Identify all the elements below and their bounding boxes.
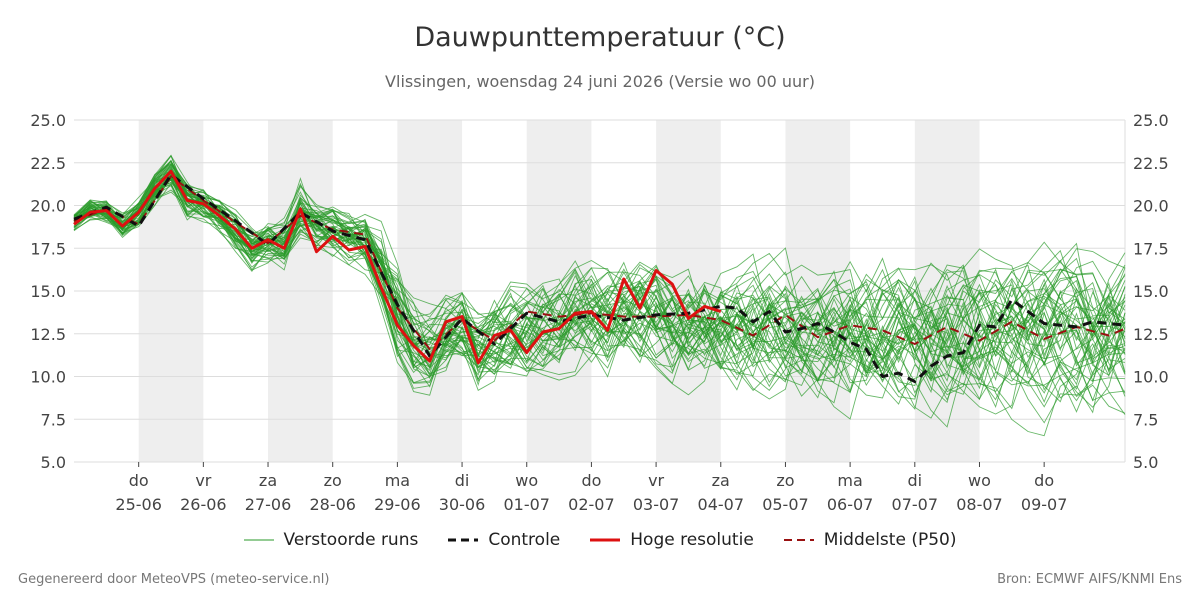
- legend-swatch-hires: [590, 538, 621, 542]
- ensemble-member-line: [73, 155, 1126, 399]
- ensemble-member-line: [73, 170, 1126, 382]
- x-axis: do 25-06 vr 26-06 za 27-06 zo 28-06 ma 29-06 di 30-…: [115, 462, 1067, 514]
- y-tick-label-left: 20.0: [30, 197, 66, 216]
- ensemble-member-line: [73, 160, 1126, 381]
- x-tick-date: 29-06: [374, 495, 421, 514]
- x-tick-date: 27-06: [245, 495, 292, 514]
- legend-label-ensemble: Verstoorde runs: [283, 530, 419, 550]
- y-tick-label-left: 12.5: [30, 325, 66, 344]
- x-tick-day: do: [129, 471, 149, 490]
- ensemble-member-line: [73, 154, 1126, 375]
- x-tick-date: 03-07: [633, 495, 680, 514]
- x-tick-day: za: [712, 471, 730, 490]
- y-tick-label-left: 5.0: [41, 453, 66, 472]
- x-tick-date: 26-06: [180, 495, 227, 514]
- series-line-control: [73, 173, 1126, 384]
- x-tick-date: 30-06: [439, 495, 486, 514]
- ensemble-member-line: [73, 178, 1126, 379]
- legend-item-median: Middelste (P50): [783, 530, 957, 550]
- footer-generator: Gegenereerd door MeteoVPS (meteo-service…: [18, 572, 330, 587]
- x-tick-date: 04-07: [698, 495, 745, 514]
- legend-swatch-control: [448, 538, 479, 542]
- y-tick-label-right: 15.0: [1133, 282, 1169, 301]
- y-tick-label-right: 7.5: [1133, 410, 1158, 429]
- y-tick-label-right: 12.5: [1133, 325, 1169, 344]
- y-tick-label-left: 15.0: [30, 282, 66, 301]
- legend-label-hires: Hoge resolutie: [630, 530, 754, 550]
- series-line-hires: [73, 169, 722, 365]
- x-tick-day: wo: [515, 471, 538, 490]
- x-tick-date: 28-06: [309, 495, 356, 514]
- y-tick-label-right: 5.0: [1133, 453, 1158, 472]
- legend-item-hires: Hoge resolutie: [590, 530, 754, 550]
- legend: Verstoorde runs Controle Hoge resolutie …: [0, 530, 1200, 550]
- y-axis-left: 5.0 7.5 10.0 12.5 15.0 17.5 20.0 22.5 25.0: [30, 111, 66, 472]
- x-tick-date: 09-07: [1021, 495, 1068, 514]
- footer-source: Bron: ECMWF AIFS/KNMI Ens: [997, 572, 1182, 587]
- x-tick-day: do: [581, 471, 601, 490]
- x-tick-date: 07-07: [892, 495, 939, 514]
- legend-item-control: Controle: [448, 530, 560, 550]
- x-tick-date: 02-07: [568, 495, 615, 514]
- legend-label-control: Controle: [488, 530, 561, 550]
- x-tick-day: zo: [776, 471, 794, 490]
- x-tick-day: ma: [385, 471, 410, 490]
- y-tick-label-right: 17.5: [1133, 239, 1169, 258]
- x-tick-day: do: [1034, 471, 1054, 490]
- x-tick-date: 06-07: [827, 495, 874, 514]
- x-tick-day: vr: [648, 471, 664, 490]
- x-tick-day: vr: [195, 471, 211, 490]
- x-tick-day: di: [907, 471, 922, 490]
- y-tick-label-right: 25.0: [1133, 111, 1169, 130]
- x-tick-date: 25-06: [115, 495, 162, 514]
- x-tick-day: zo: [324, 471, 342, 490]
- x-tick-day: za: [259, 471, 277, 490]
- ensemble-member-line: [73, 179, 1126, 403]
- legend-swatch-median: [783, 539, 814, 541]
- y-tick-label-left: 10.0: [30, 368, 66, 387]
- y-tick-label-right: 22.5: [1133, 154, 1169, 173]
- y-axis-right: 5.0 7.5 10.0 12.5 15.0 17.5 20.0 22.5 25.0: [1133, 111, 1169, 472]
- x-tick-date: 01-07: [503, 495, 550, 514]
- ensemble-member-line: [73, 159, 1126, 410]
- y-tick-label-left: 7.5: [41, 410, 66, 429]
- x-tick-day: ma: [837, 471, 862, 490]
- legend-item-ensemble: Verstoorde runs: [243, 530, 419, 550]
- forecast-lines: [73, 169, 1126, 384]
- legend-label-median: Middelste (P50): [823, 530, 957, 550]
- x-tick-day: wo: [968, 471, 991, 490]
- chart-subtitle: Vlissingen, woensdag 24 juni 2026 (Versi…: [385, 72, 815, 91]
- y-tick-label-left: 17.5: [30, 239, 66, 258]
- y-tick-label-left: 25.0: [30, 111, 66, 130]
- y-tick-label-right: 20.0: [1133, 197, 1169, 216]
- x-tick-date: 05-07: [762, 495, 809, 514]
- legend-swatch-ensemble: [243, 539, 274, 541]
- x-tick-day: di: [455, 471, 470, 490]
- y-tick-label-left: 22.5: [30, 154, 66, 173]
- y-tick-label-right: 10.0: [1133, 368, 1169, 387]
- ensemble-member-line: [73, 179, 1126, 387]
- chart-title: Dauwpunttemperatuur (°C): [414, 22, 786, 53]
- x-tick-date: 08-07: [956, 495, 1003, 514]
